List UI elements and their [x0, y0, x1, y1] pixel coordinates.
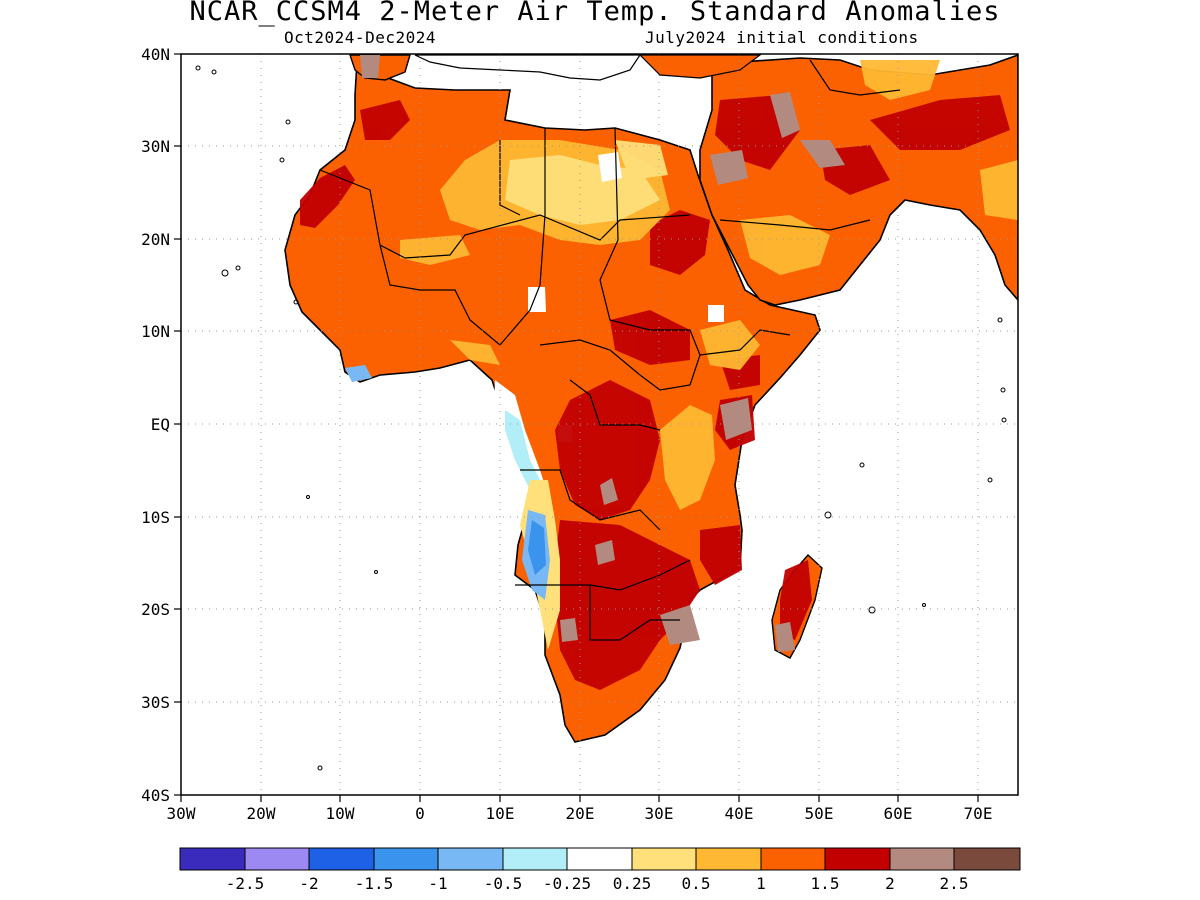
lat-tick-label: 20S — [141, 600, 170, 619]
anomaly-above-2 — [360, 55, 845, 652]
lon-tick-label: 10W — [326, 804, 355, 823]
colorbar-labels: -2.5 -2 -1.5 -1 -0.5 -0.25 0.25 0.5 1 1.… — [226, 874, 969, 893]
tick-marks — [174, 53, 979, 802]
colorbar-swatch — [437, 847, 504, 871]
lon-tick-label: 60E — [884, 804, 913, 823]
colorbar-label: -2 — [299, 874, 318, 893]
lat-tick-label: 40N — [141, 45, 170, 64]
colorbar-label: -1 — [428, 874, 447, 893]
colorbar-swatch — [308, 847, 375, 871]
colorbar-swatch — [631, 847, 697, 871]
lat-tick-label: 40S — [141, 786, 170, 805]
lat-tick-label: 10S — [141, 508, 170, 527]
initial-conditions: July2024 initial conditions — [645, 28, 919, 47]
country-borders — [319, 59, 901, 641]
lon-tick-label: 50E — [805, 804, 834, 823]
colorbar-label: 0.25 — [613, 874, 652, 893]
anomaly-negative — [345, 365, 560, 650]
colorbar-label: 1.5 — [811, 874, 840, 893]
lon-labels: 30W 20W 10W 0 10E 20E 30E 40E 50E 60E 70… — [167, 804, 993, 823]
lon-tick-label: 30E — [645, 804, 674, 823]
colorbar-label: -0.5 — [484, 874, 523, 893]
lon-tick-label: 20W — [247, 804, 276, 823]
colorbar-swatch — [953, 847, 1021, 871]
anomaly-field — [195, 54, 1018, 771]
anomaly-0p25-to-0p5 — [505, 140, 668, 225]
lat-tick-label: 20N — [141, 230, 170, 249]
lat-tick-label: 10N — [141, 322, 170, 341]
colorbar-label: 2 — [885, 874, 895, 893]
turkey-land — [638, 54, 762, 79]
anomaly-1p5-to-2-south — [555, 380, 812, 690]
map-title: NCAR_CCSM4 2-Meter Air Temp. Standard An… — [189, 0, 1001, 27]
colorbar — [179, 847, 1021, 871]
colorbar-swatch — [566, 847, 633, 871]
colorbar-swatch — [889, 847, 955, 871]
colorbar-swatch — [760, 847, 826, 871]
lat-tick-label: 30N — [141, 137, 170, 156]
islands — [195, 65, 1007, 771]
lon-tick-label: 20E — [566, 804, 595, 823]
lon-tick-label: 70E — [964, 804, 993, 823]
colorbar-swatch — [502, 847, 568, 871]
lon-tick-label: 30W — [167, 804, 196, 823]
colorbar-label: -2.5 — [226, 874, 265, 893]
colorbar-swatch — [179, 847, 246, 871]
colorbar-label: -0.25 — [543, 874, 591, 893]
colorbar-label: 1 — [756, 874, 766, 893]
lat-tick-label: 30S — [141, 693, 170, 712]
colorbar-swatch — [824, 847, 891, 871]
lat-tick-label: EQ — [151, 415, 170, 434]
colorbar-label: 0.5 — [682, 874, 711, 893]
colorbar-swatch — [244, 847, 310, 871]
lon-tick-label: 40E — [725, 804, 754, 823]
lat-labels: 40N 30N 20N 10N EQ 10S 20S 30S 40S — [141, 45, 170, 805]
europe-land — [414, 54, 642, 81]
colorbar-label: -1.5 — [355, 874, 394, 893]
forecast-period: Oct2024-Dec2024 — [284, 28, 436, 47]
colorbar-label: 2.5 — [940, 874, 969, 893]
colorbar-swatch — [695, 847, 762, 871]
lon-tick-label: 0 — [415, 804, 425, 823]
lon-tick-label: 10E — [486, 804, 515, 823]
colorbar-swatch — [373, 847, 439, 871]
